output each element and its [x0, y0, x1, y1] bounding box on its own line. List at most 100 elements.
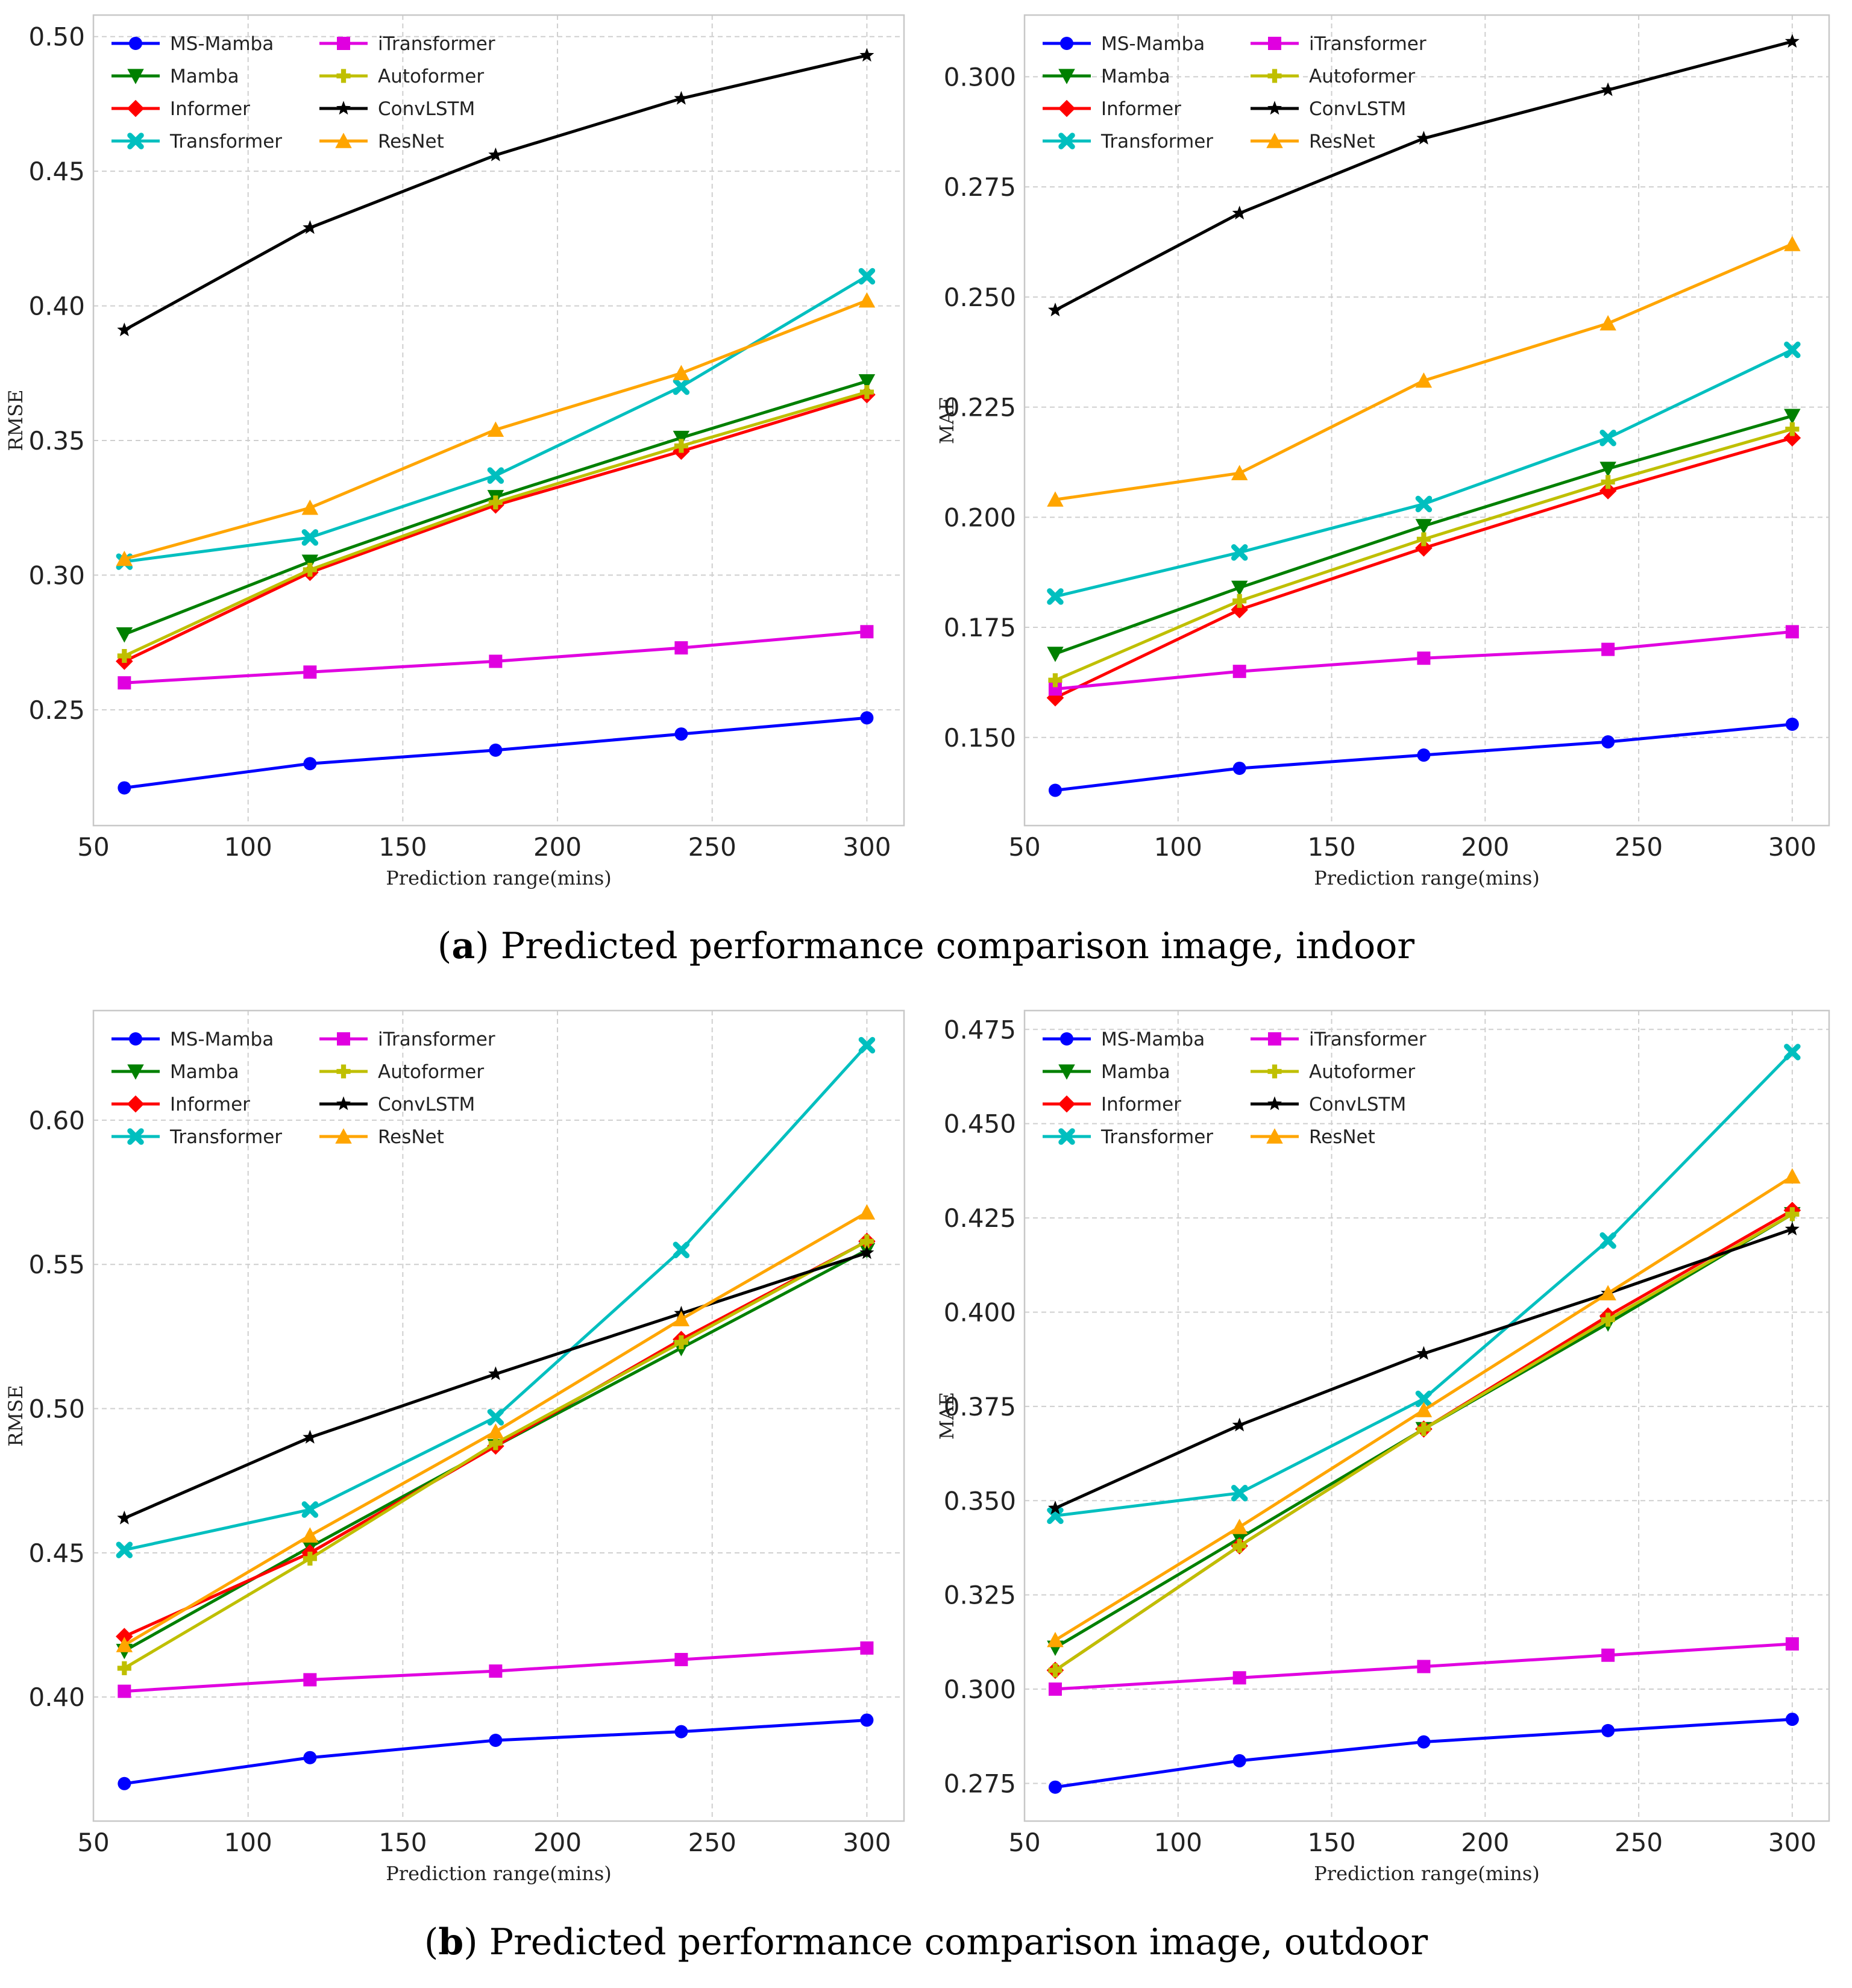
data-point	[1232, 1754, 1246, 1767]
series-ms-mamba	[1048, 1713, 1799, 1794]
data-point	[1784, 236, 1801, 251]
series-resnet	[116, 292, 876, 566]
data-point	[489, 1664, 503, 1678]
y-tick-label: 0.300	[944, 1675, 1016, 1704]
data-point	[1231, 1484, 1248, 1502]
legend-label: Autoformer	[1309, 66, 1415, 87]
legend: MS-Mamba Mamba Informer Transformer iTransfo…	[1043, 33, 1427, 152]
legend-marker	[335, 1128, 352, 1144]
legend-label: MS-Mamba	[1101, 33, 1205, 55]
data-point	[487, 1409, 504, 1426]
legend-marker	[1058, 1128, 1075, 1145]
data-point	[489, 654, 503, 668]
legend-label: iTransformer	[1309, 33, 1427, 55]
legend-item-mamba: Mamba	[111, 66, 239, 87]
caption-b: (b) Predicted performance comparison ima…	[424, 1921, 1428, 1963]
data-point	[1599, 429, 1616, 447]
legend-item-mamba: Mamba	[111, 1061, 239, 1083]
legend-item-resnet: ResNet	[319, 131, 444, 152]
data-point	[1232, 761, 1246, 775]
data-point	[1785, 34, 1800, 48]
legend-label: ConvLSTM	[378, 1094, 475, 1115]
plot-frame	[92, 14, 905, 827]
legend-marker	[336, 101, 351, 115]
y-tick-label: 0.55	[28, 1250, 85, 1279]
legend-marker	[337, 1032, 350, 1046]
data-point	[487, 1423, 504, 1439]
data-point	[1231, 544, 1248, 561]
data-point	[1048, 1780, 1062, 1794]
data-point	[1047, 1631, 1064, 1648]
data-point	[1785, 1637, 1799, 1651]
y-tick-label: 0.40	[28, 292, 85, 321]
legend-marker	[1058, 1064, 1075, 1080]
legend-label: Mamba	[170, 1061, 239, 1083]
data-point	[1417, 1660, 1431, 1673]
data-point	[1047, 588, 1064, 605]
legend-item-convlstm: ConvLSTM	[1251, 1094, 1406, 1115]
legend-marker	[129, 1032, 142, 1046]
legend: MS-Mamba Mamba Informer Transformer iTransfo…	[111, 33, 495, 152]
data-point	[1415, 1390, 1433, 1408]
data-point	[303, 220, 318, 234]
data-point	[1601, 1723, 1615, 1737]
data-point	[303, 1673, 317, 1687]
legend-label: Transformer	[169, 131, 282, 152]
y-tick-label: 0.40	[28, 1682, 85, 1712]
data-point	[860, 1641, 874, 1655]
data-point	[1601, 1648, 1615, 1662]
data-point	[301, 1527, 319, 1543]
legend-item-autoformer: Autoformer	[319, 1061, 484, 1083]
legend-item-itransformer: iTransformer	[319, 33, 495, 55]
legend-item-convlstm: ConvLSTM	[319, 1094, 475, 1115]
x-tick-label: 150	[378, 1828, 427, 1857]
data-point	[1599, 482, 1617, 500]
series-itransformer	[118, 625, 874, 690]
legend-marker	[129, 37, 142, 50]
series-transformer	[116, 1036, 876, 1558]
data-point	[1783, 429, 1801, 447]
legend-marker	[336, 69, 351, 83]
chart-panel-2: 50 100 150 200 250 300 0.150 0.175 0.200 0.225 0.2…	[935, 14, 1830, 889]
data-point	[303, 1551, 317, 1566]
legend-label: ResNet	[1309, 1126, 1375, 1148]
legend: MS-Mamba Mamba Informer Transformer iTransfo…	[1043, 1029, 1427, 1148]
data-point	[1047, 647, 1064, 662]
legend-label: iTransformer	[378, 33, 495, 55]
x-tick-label: 100	[1154, 1828, 1202, 1857]
plot-frame	[1023, 1009, 1830, 1822]
legend-marker	[127, 1095, 145, 1113]
legend-item-transformer: Transformer	[1043, 131, 1213, 152]
y-tick-label: 0.150	[944, 723, 1016, 753]
legend-label: Informer	[1101, 98, 1181, 120]
legend-label: MS-Mamba	[170, 33, 274, 55]
series-transformer	[1047, 341, 1801, 605]
data-point	[301, 1501, 319, 1518]
data-point	[1047, 491, 1064, 507]
y-tick-label: 0.50	[28, 1394, 85, 1424]
data-point	[116, 550, 133, 566]
legend-label: MS-Mamba	[1101, 1029, 1205, 1050]
y-tick-label: 0.450	[944, 1109, 1016, 1139]
legend-marker	[1058, 1095, 1076, 1113]
data-point	[1415, 372, 1433, 388]
x-tick-label: 250	[1615, 1828, 1663, 1857]
x-tick-label: 300	[843, 1828, 891, 1857]
data-point	[1784, 1044, 1801, 1061]
legend-marker	[335, 133, 352, 148]
legend-marker	[1267, 101, 1282, 115]
data-point	[1048, 1682, 1062, 1696]
caption-a: (a) Predicted performance comparison ima…	[437, 925, 1415, 967]
legend-marker	[1058, 99, 1076, 118]
data-point	[1232, 1671, 1246, 1685]
series-itransformer	[1048, 1637, 1799, 1696]
series-autoformer	[117, 385, 874, 663]
data-point	[1784, 341, 1801, 359]
data-point	[674, 1652, 688, 1666]
legend-item-informer: Informer	[111, 98, 250, 120]
data-point	[1047, 1500, 1063, 1514]
plot-frame	[92, 1009, 905, 1822]
legend-marker	[336, 1096, 351, 1111]
series-itransformer	[118, 1641, 874, 1698]
